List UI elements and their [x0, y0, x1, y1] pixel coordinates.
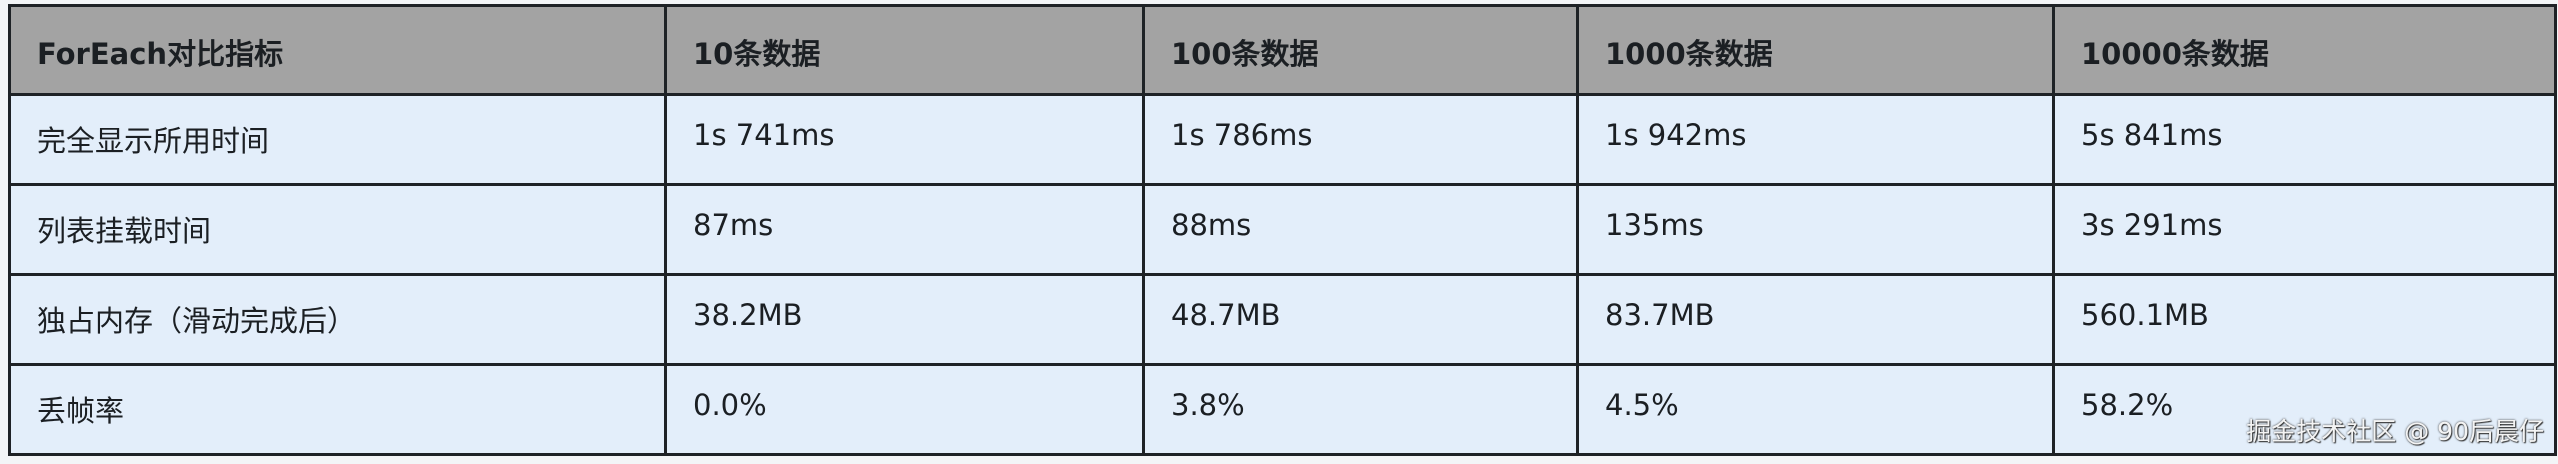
- header-10: 10条数据: [664, 4, 1145, 96]
- table-cell: 560.1MB: [2052, 273, 2557, 366]
- table-cell: 1s 942ms: [1576, 93, 2055, 186]
- table-cell: 38.2MB: [664, 273, 1145, 366]
- table-row: 完全显示所用时间 1s 741ms 1s 786ms 1s 942ms 5s 841ms: [8, 93, 2557, 186]
- watermark: 掘金技术社区 @ 90后晨仔: [2246, 417, 2544, 446]
- table-cell: 48.7MB: [1142, 273, 1579, 366]
- table-cell: 135ms: [1576, 183, 2055, 276]
- header-10000: 10000条数据: [2052, 4, 2557, 96]
- header-1000: 1000条数据: [1576, 4, 2055, 96]
- row-label: 完全显示所用时间: [8, 93, 667, 186]
- table-cell: 58.2%: [2052, 363, 2557, 456]
- table-row: 列表挂载时间 87ms 88ms 135ms 3s 291ms: [8, 183, 2557, 276]
- header-metric: ForEach对比指标: [8, 4, 667, 96]
- table-cell: 0.0%: [664, 363, 1145, 456]
- table-row: 丢帧率 0.0% 3.8% 4.5% 58.2%: [8, 363, 2557, 456]
- table-cell: 4.5%: [1576, 363, 2055, 456]
- row-label: 丢帧率: [8, 363, 667, 456]
- table-cell: 3.8%: [1142, 363, 1579, 456]
- table-cell: 1s 786ms: [1142, 93, 1579, 186]
- header-row: ForEach对比指标 10条数据 100条数据 1000条数据 10000条数…: [8, 4, 2557, 96]
- table-row: 独占内存（滑动完成后） 38.2MB 48.7MB 83.7MB 560.1MB: [8, 273, 2557, 366]
- row-label: 独占内存（滑动完成后）: [8, 273, 667, 366]
- table-cell: 5s 841ms: [2052, 93, 2557, 186]
- header-100: 100条数据: [1142, 4, 1579, 96]
- table-cell: 1s 741ms: [664, 93, 1145, 186]
- table-cell: 88ms: [1142, 183, 1579, 276]
- table-cell: 3s 291ms: [2052, 183, 2557, 276]
- comparison-table: ForEach对比指标 10条数据 100条数据 1000条数据 10000条数…: [8, 4, 2557, 456]
- table-cell: 87ms: [664, 183, 1145, 276]
- table-cell: 83.7MB: [1576, 273, 2055, 366]
- row-label: 列表挂载时间: [8, 183, 667, 276]
